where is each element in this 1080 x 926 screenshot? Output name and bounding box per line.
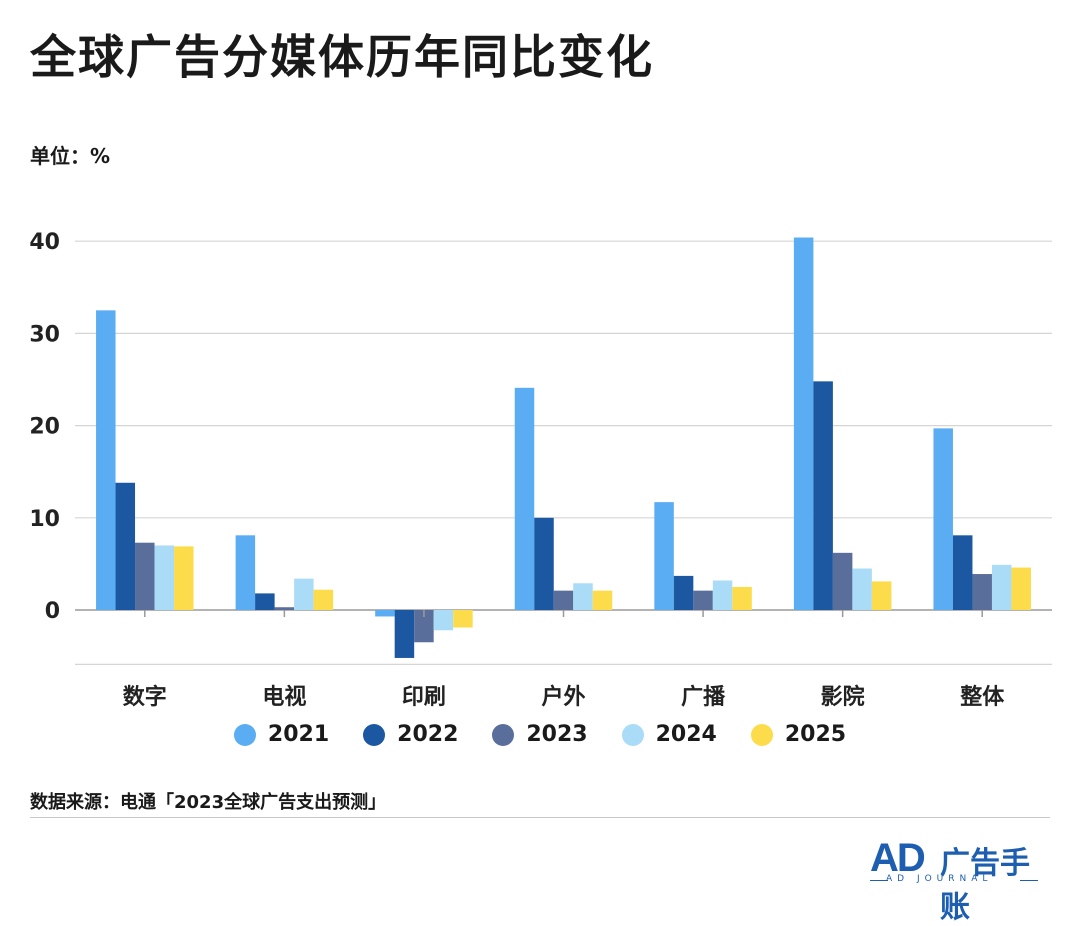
x-tick-label: 广播 — [681, 684, 726, 710]
y-tick-label: 10 — [29, 507, 60, 532]
bar — [573, 583, 593, 610]
bar — [294, 578, 314, 610]
legend-item: 2024 — [621, 722, 717, 747]
bar — [832, 552, 853, 610]
bar — [553, 590, 574, 610]
y-tick-label: 0 — [45, 599, 60, 624]
chart-legend: 2021 2022 2023 2024 2025 — [0, 722, 1080, 747]
bar — [793, 237, 814, 610]
bar — [991, 564, 1012, 610]
source-note: 数据来源：电通「2023全球广告支出预测」 — [30, 792, 387, 813]
bar — [514, 387, 535, 610]
brand-logo: AD 广告手账 AD JOURNAL — [870, 836, 1050, 925]
bar — [813, 381, 833, 610]
legend-label: 2022 — [397, 722, 459, 747]
legend-label: 2023 — [526, 722, 588, 747]
legend-swatch — [492, 723, 515, 746]
bar — [693, 590, 713, 610]
x-tick-label: 电视 — [262, 684, 306, 710]
source-divider — [30, 817, 1050, 818]
legend-item: 2022 — [363, 722, 458, 747]
x-tick-label: 影院 — [821, 684, 865, 710]
legend-swatch — [750, 723, 773, 746]
bar — [414, 610, 434, 643]
bar — [453, 610, 473, 628]
bar — [852, 568, 872, 610]
bar — [972, 574, 992, 610]
bar — [96, 310, 116, 610]
bar — [394, 610, 415, 658]
x-tick-label: 印刷 — [402, 685, 446, 710]
x-tick-label: 整体 — [960, 684, 1005, 710]
legend-label: 2024 — [655, 722, 717, 747]
bar — [274, 607, 295, 610]
bar — [375, 610, 395, 617]
logo-mark: AD — [870, 836, 926, 880]
bar — [174, 546, 194, 610]
bar — [313, 589, 334, 610]
y-tick-label: 20 — [29, 415, 60, 440]
bar — [255, 593, 275, 610]
legend-swatch — [621, 723, 644, 746]
legend-item: 2025 — [750, 722, 847, 747]
bar-chart: 0 10 20 30 40 数字 电视 印刷 户外 广播 影院 整体 — [29, 230, 1052, 710]
bar — [1011, 567, 1031, 610]
legend-item: 2021 — [233, 722, 330, 747]
x-tick-label: 数字 — [123, 684, 167, 710]
bar — [235, 535, 256, 610]
x-tick-label: 户外 — [541, 684, 585, 710]
legend-swatch — [363, 723, 386, 746]
logo-subtitle: AD JOURNAL — [886, 874, 993, 884]
bar — [115, 482, 136, 610]
bar — [534, 517, 554, 610]
bar — [592, 590, 613, 610]
y-tick-label: 30 — [29, 322, 60, 347]
bar — [135, 542, 155, 610]
bar — [154, 545, 175, 610]
legend-label: 2021 — [267, 722, 330, 747]
legend-item: 2023 — [492, 722, 588, 747]
logo-rule-right — [1020, 880, 1038, 881]
unit-label: 单位：% — [30, 144, 111, 168]
bar — [654, 502, 674, 610]
chart-title: 全球广告分媒体历年同比变化 — [30, 30, 654, 84]
y-tick-label: 40 — [29, 230, 60, 255]
bar — [673, 575, 694, 610]
bar — [732, 586, 752, 610]
legend-label: 2025 — [784, 722, 847, 747]
bar — [433, 610, 454, 631]
bar — [712, 580, 733, 610]
logo-rule-left — [870, 880, 888, 881]
bar — [871, 581, 892, 610]
bar — [952, 535, 973, 610]
bar — [933, 428, 953, 610]
legend-swatch — [233, 723, 256, 746]
